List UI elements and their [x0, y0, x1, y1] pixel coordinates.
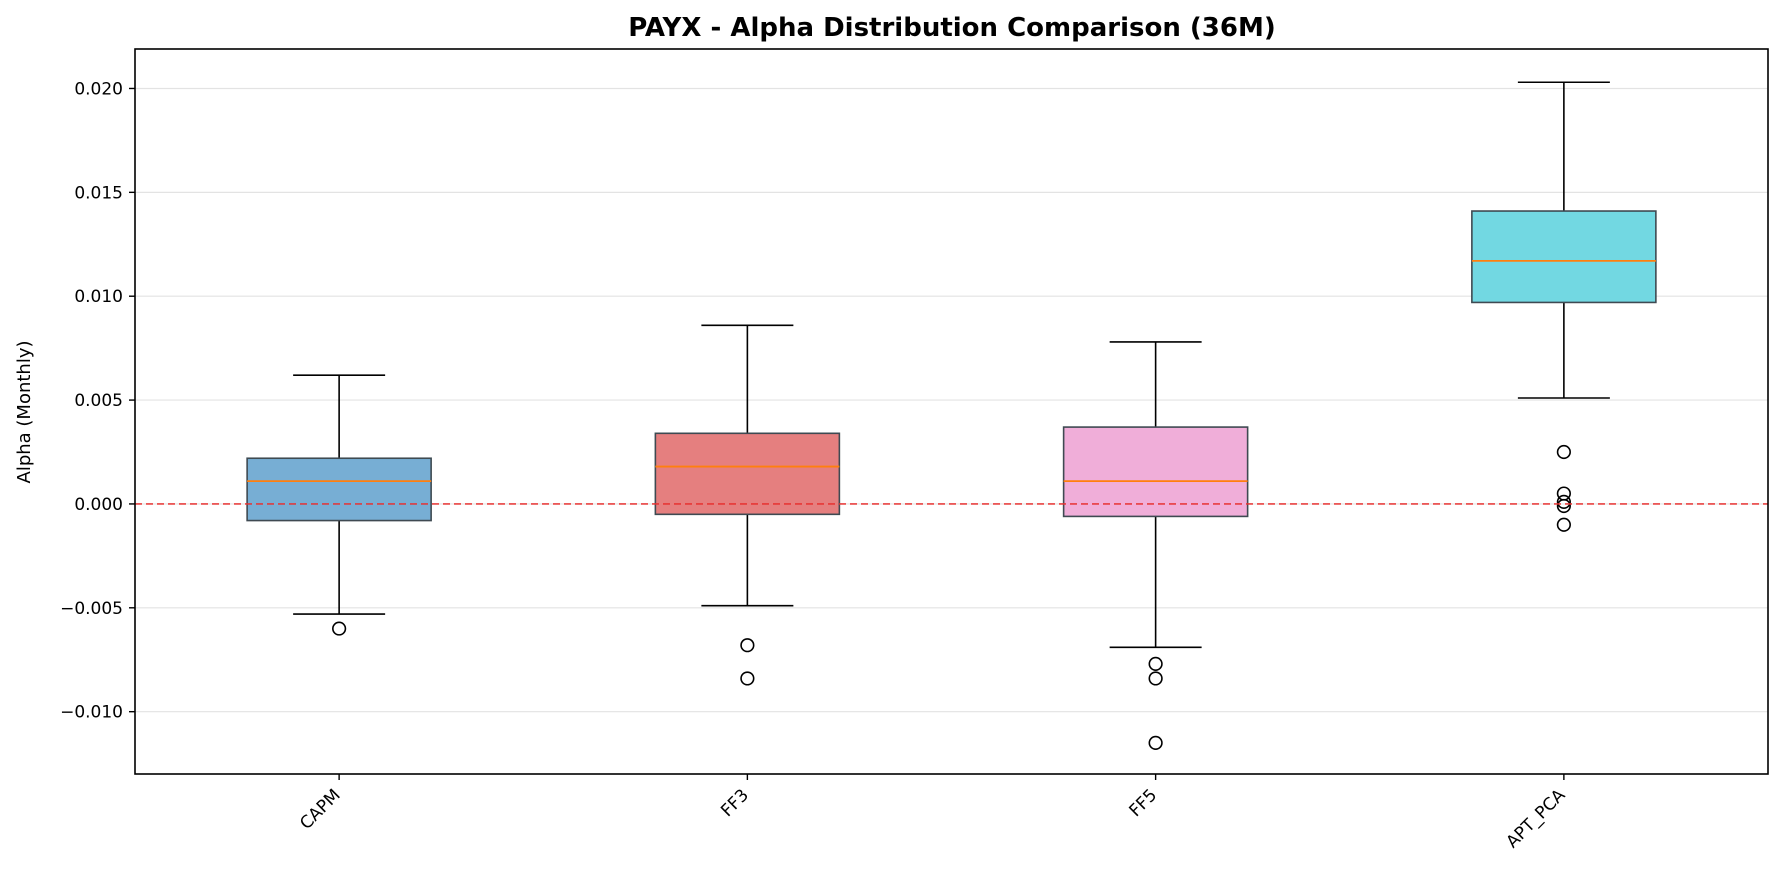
- chart-title: PAYX - Alpha Distribution Comparison (36…: [628, 13, 1276, 43]
- box-capm: [246, 374, 432, 636]
- outlier-point: [1556, 494, 1571, 509]
- y-axis-label: Alpha (Monthly): [14, 340, 35, 483]
- x-tick-label: APT_PCA: [1503, 785, 1570, 852]
- outlier-point: [1556, 517, 1571, 532]
- x-tick-label: FF3: [717, 785, 753, 821]
- y-tick-label: 0.010: [74, 287, 123, 307]
- plot-area: [135, 81, 1768, 750]
- box-ff5: [1062, 341, 1249, 750]
- box-body: [654, 432, 841, 516]
- box-apt-pca: [1471, 81, 1657, 532]
- x-tick-label: CAPM: [296, 785, 344, 833]
- outlier-point: [1148, 656, 1163, 671]
- outlier-point: [332, 621, 347, 636]
- y-tick-label: −0.010: [60, 703, 123, 723]
- box-body: [246, 457, 432, 522]
- x-tick-label: FF5: [1126, 785, 1162, 821]
- y-tick-label: 0.015: [74, 183, 123, 203]
- plot-frame: [134, 48, 1769, 775]
- outlier-point: [1148, 735, 1163, 750]
- y-tick-label: 0.000: [74, 495, 123, 515]
- y-tick-label: 0.005: [74, 391, 123, 411]
- box-ff3: [654, 324, 841, 686]
- outlier-point: [1148, 671, 1163, 686]
- y-tick-label: 0.020: [74, 79, 123, 99]
- outlier-point: [1556, 444, 1571, 460]
- y-tick-label: −0.005: [60, 599, 123, 619]
- box-body: [1471, 210, 1657, 304]
- outlier-point: [1556, 498, 1571, 514]
- grid-lines: [135, 87, 1768, 713]
- box-body: [1062, 426, 1249, 518]
- outlier-point: [740, 638, 755, 653]
- outlier-point: [740, 671, 755, 686]
- axes: −0.010 −0.005 0.000 0.005 0.010 0.015 0.020 CAP…: [60, 48, 1769, 852]
